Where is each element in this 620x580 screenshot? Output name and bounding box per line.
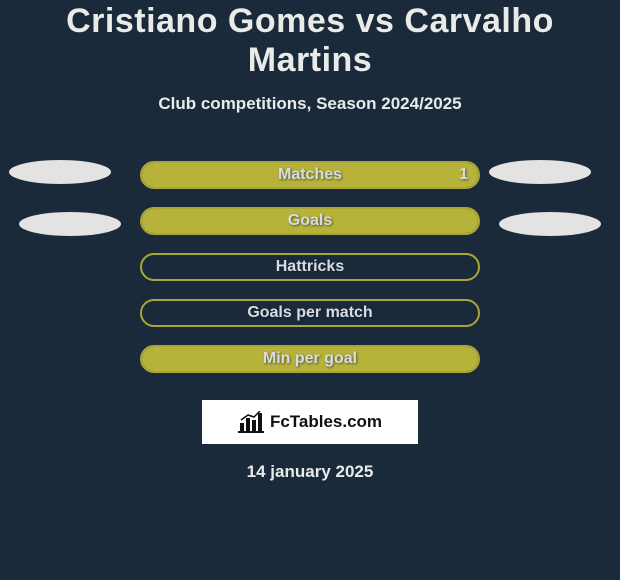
stat-bar-fill (142, 163, 478, 187)
stat-label: Hattricks (142, 255, 478, 279)
page-title: Cristiano Gomes vs Carvalho Martins (0, 2, 620, 80)
source-badge-text: FcTables.com (270, 412, 382, 432)
stat-bar: Hattricks (140, 253, 480, 281)
stat-row: Goals (0, 198, 620, 244)
snapshot-date: 14 january 2025 (0, 462, 620, 482)
stat-row: Goals per match (0, 290, 620, 336)
stat-bar: Matches 1 (140, 161, 480, 189)
stat-bar-fill (142, 209, 478, 233)
stat-bar: Min per goal (140, 345, 480, 373)
stat-label: Goals per match (142, 301, 478, 325)
stat-row: Matches 1 (0, 152, 620, 198)
stat-bar: Goals (140, 207, 480, 235)
stat-rows: Matches 1 Goals Hattricks Goals per matc… (0, 152, 620, 382)
chart-bars-icon (238, 411, 264, 433)
page-subtitle: Club competitions, Season 2024/2025 (0, 94, 620, 114)
stat-row: Hattricks (0, 244, 620, 290)
source-badge: FcTables.com (202, 400, 418, 444)
comparison-infographic: Cristiano Gomes vs Carvalho Martins Club… (0, 0, 620, 482)
stat-row: Min per goal (0, 336, 620, 382)
stat-bar: Goals per match (140, 299, 480, 327)
stat-bar-fill (142, 347, 478, 371)
